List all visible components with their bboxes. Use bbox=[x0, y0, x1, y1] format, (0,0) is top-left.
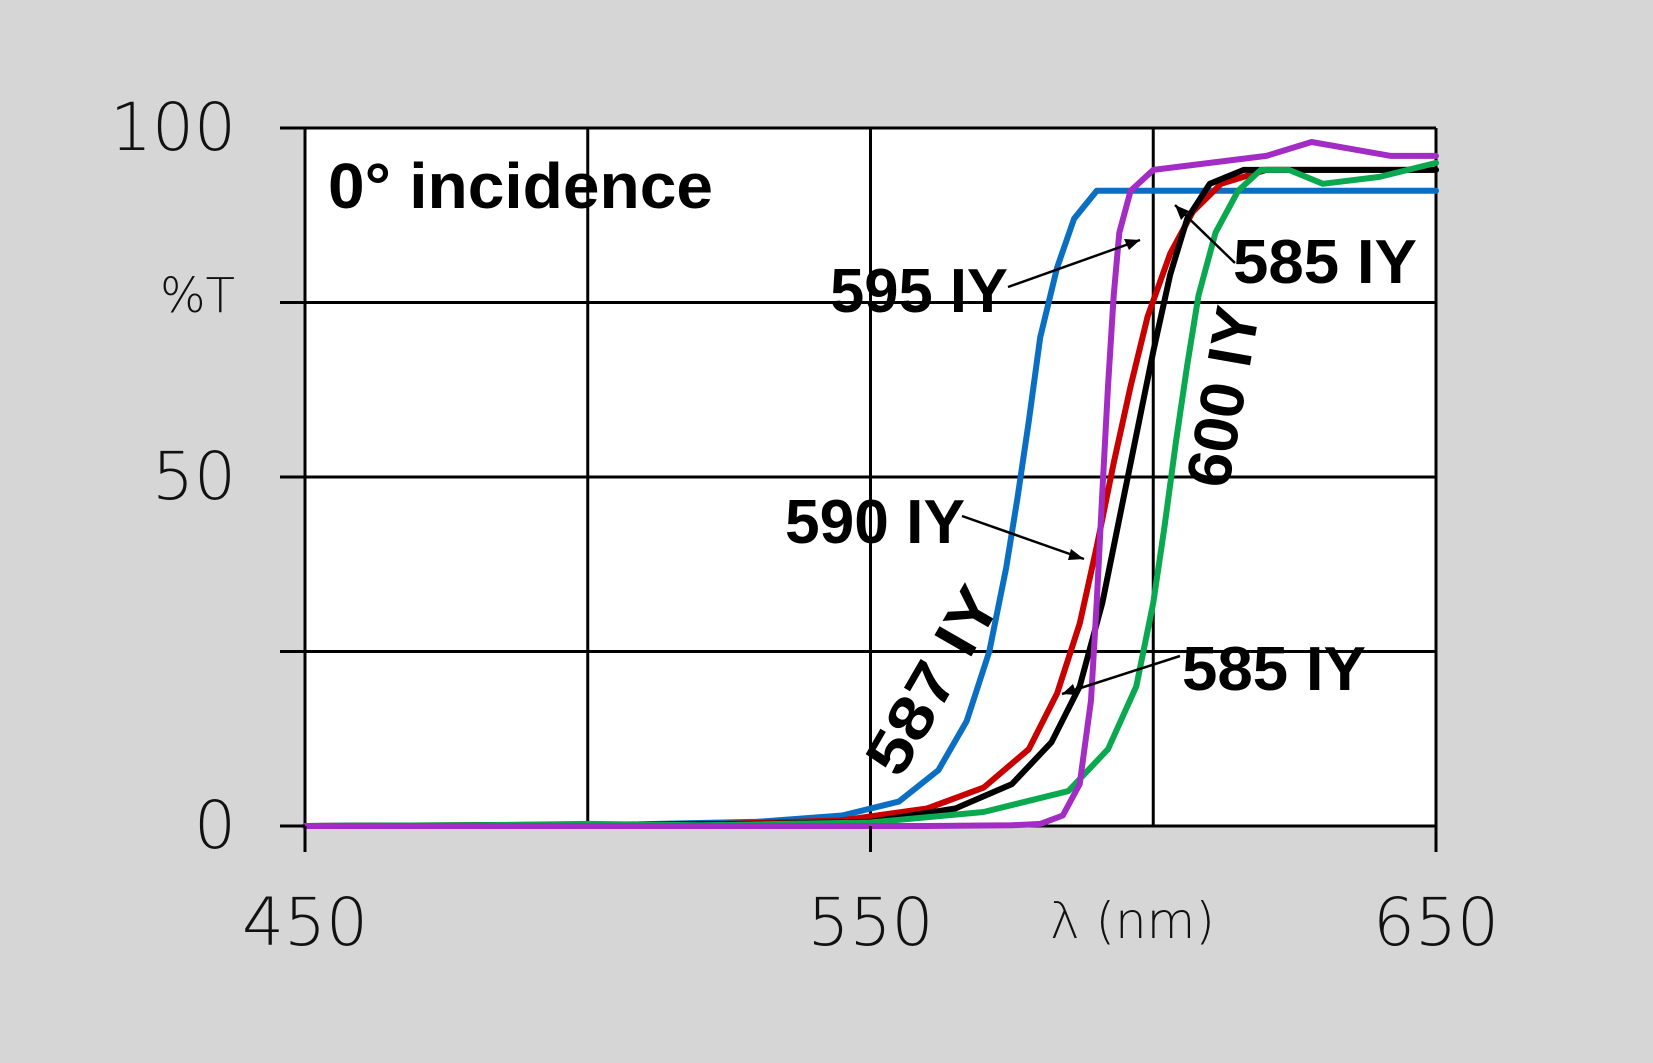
y-axis-label: %T bbox=[160, 268, 235, 324]
x-tick-label: 550 bbox=[808, 884, 934, 961]
y-tick-label: 50 bbox=[152, 438, 236, 515]
x-axis-label: λ (nm) bbox=[1050, 892, 1215, 950]
series-line-595-iy bbox=[302, 139, 1439, 829]
x-tick-label: 450 bbox=[242, 884, 368, 961]
series-group bbox=[302, 139, 1439, 829]
chart-title: 0° incidence bbox=[328, 150, 713, 222]
series-line-585-iy bbox=[302, 166, 1439, 829]
arrowhead-590 bbox=[1068, 549, 1084, 560]
arrowhead-585-top bbox=[1175, 205, 1189, 220]
leader-585-bottom bbox=[1061, 654, 1181, 696]
label-585-iy-top: 585 IY bbox=[1233, 228, 1417, 297]
arrowhead-585-bottom bbox=[1062, 684, 1077, 695]
tick-labels: 0 50 100 450 550 650 bbox=[110, 89, 1499, 961]
axes bbox=[280, 126, 1438, 852]
arrowhead-595 bbox=[1124, 239, 1140, 250]
x-tick-label: 650 bbox=[1373, 884, 1499, 961]
label-585-iy-bottom: 585 IY bbox=[1182, 635, 1366, 704]
leader-595 bbox=[1007, 238, 1141, 289]
y-tick-label: 100 bbox=[110, 89, 236, 166]
y-tick-label: 0 bbox=[194, 787, 236, 864]
label-590-iy: 590 IY bbox=[785, 488, 965, 557]
label-595-iy: 595 IY bbox=[830, 257, 1008, 326]
leader-590 bbox=[961, 514, 1085, 561]
